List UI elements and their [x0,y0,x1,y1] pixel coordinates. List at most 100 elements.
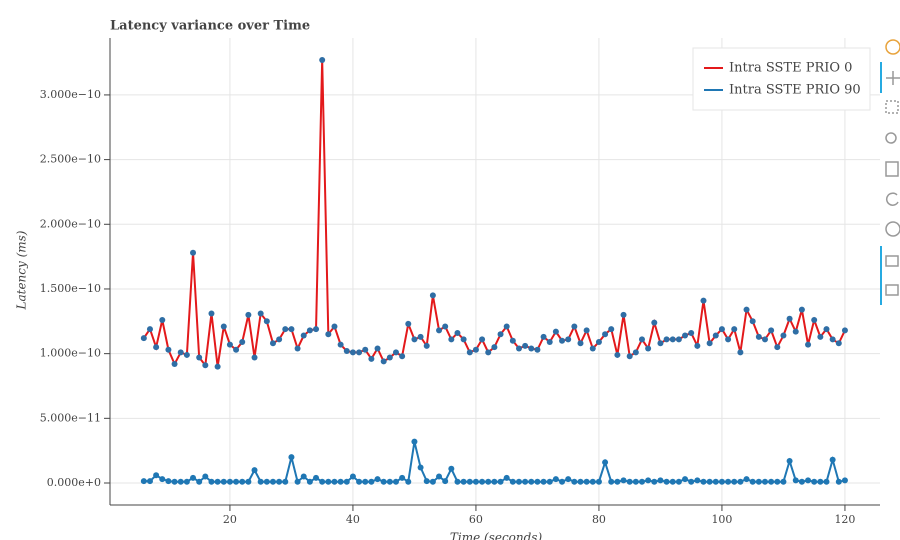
data-point [269,478,276,485]
data-point [817,333,824,340]
data-point [436,327,443,334]
data-point [700,297,707,304]
x-tick-label: 120 [834,513,855,526]
logo [885,39,900,55]
data-point [743,306,750,313]
data-point [300,332,307,339]
data-point [466,478,473,485]
y-tick-label: 2.000e−10 [40,217,101,230]
data-point [731,326,738,333]
data-point [380,358,387,365]
data-point [559,478,566,485]
data-point [454,478,461,485]
data-point [245,311,252,318]
data-point [515,345,522,352]
data-point [257,310,264,317]
data-point [239,478,246,485]
hover-tool[interactable] [885,284,899,296]
data-point [761,336,768,343]
data-point [688,329,695,336]
data-point [233,346,240,353]
data-point [356,349,363,356]
data-point [712,332,719,339]
data-point [645,345,652,352]
data-point [190,249,197,256]
help-tool[interactable] [885,221,900,237]
data-point [196,354,203,361]
data-point [374,345,381,352]
data-point [233,478,240,485]
data-point [319,478,326,485]
data-point [602,459,609,466]
data-point [282,326,289,333]
box-zoom-tool[interactable] [885,100,899,114]
data-point [565,476,572,483]
data-point [183,478,190,485]
data-point [546,478,553,485]
data-point [712,478,719,485]
wheel-zoom-tool[interactable] [885,132,897,144]
save-tool[interactable] [885,161,899,177]
data-point [337,478,344,485]
data-point [331,478,338,485]
data-point [263,478,270,485]
data-point [829,456,836,463]
data-point [294,478,301,485]
data-point [448,465,455,472]
data-point [190,474,197,481]
y-tick-label: 1.500e−10 [40,282,101,295]
data-point [577,340,584,347]
data-point [392,478,399,485]
data-point [245,478,252,485]
data-point [546,339,553,346]
data-point [331,323,338,330]
data-point [288,326,295,333]
data-point [706,478,713,485]
data-point [841,327,848,334]
data-point [208,310,215,317]
data-point [165,478,172,485]
data-point [755,478,762,485]
data-point [755,333,762,340]
data-point [608,326,615,333]
data-point [534,346,541,353]
data-point [657,477,664,484]
data-point [472,346,479,353]
reset-tool[interactable] [885,192,899,206]
hover-tool[interactable] [885,255,899,267]
data-point [146,478,153,485]
data-point [171,478,178,485]
data-point [436,473,443,480]
data-point [595,339,602,346]
data-point [276,478,283,485]
data-point [460,336,467,343]
data-point [479,478,486,485]
data-point [675,336,682,343]
data-point [423,478,430,485]
data-point [288,454,295,461]
data-point [319,56,326,63]
data-point [841,477,848,484]
x-tick-label: 60 [469,513,483,526]
legend-label: Intra SSTE PRIO 90 [729,83,861,98]
data-point [749,318,756,325]
data-point [417,464,424,471]
data-point [559,337,566,344]
data-point [362,346,369,353]
data-point [706,340,713,347]
y-tick-label: 5.000e−11 [40,411,101,424]
data-point [282,478,289,485]
data-point [608,478,615,485]
data-point [226,341,233,348]
data-point [620,477,627,484]
data-point [638,336,645,343]
data-point [454,329,461,336]
data-point [768,327,775,334]
data-point [835,340,842,347]
data-point [448,336,455,343]
data-point [263,318,270,325]
pan-tool[interactable] [886,71,900,85]
data-point [614,478,621,485]
data-point [300,473,307,480]
